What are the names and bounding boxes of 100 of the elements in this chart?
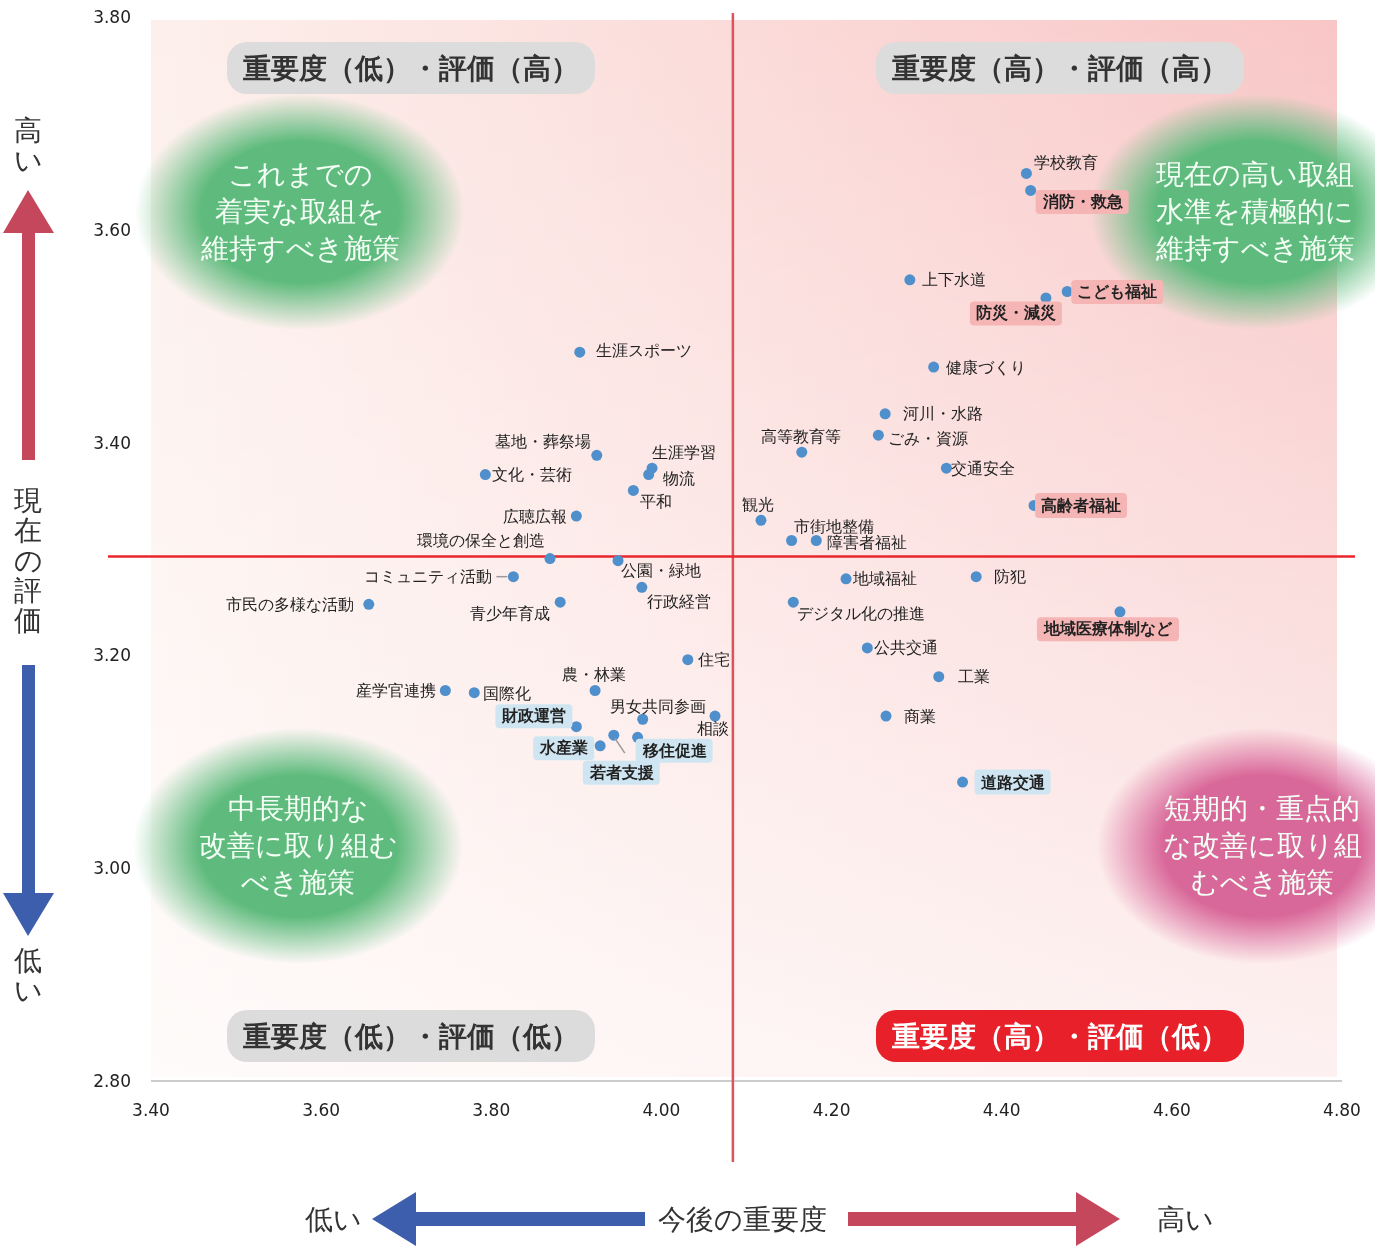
y-tick-label: 3.20	[93, 645, 131, 666]
annotation: 交通安全	[951, 459, 1016, 478]
annotation: 水産業	[539, 739, 589, 758]
annotation: 市民の多様な活動	[225, 595, 354, 614]
annotation: これまでの	[227, 158, 373, 191]
point	[787, 596, 799, 608]
point	[880, 710, 892, 722]
point	[574, 346, 586, 358]
annotation: こども福祉	[1077, 283, 1158, 302]
annotation: 短期的・重点的	[1164, 792, 1360, 825]
point	[570, 721, 582, 733]
point	[1020, 167, 1032, 179]
annotation: 農・林業	[562, 666, 627, 685]
annotation: 青少年育成	[470, 604, 551, 623]
annotation: ごみ・資源	[888, 429, 969, 448]
point	[872, 429, 884, 441]
annotation: 学校教育	[1034, 153, 1099, 172]
annotation: べき施策	[241, 866, 355, 899]
point	[933, 671, 945, 683]
annotation: 国際化	[483, 685, 532, 704]
point	[861, 642, 873, 654]
point	[643, 469, 655, 481]
text: 高い	[1156, 1203, 1214, 1236]
y-tick-label: 3.60	[93, 219, 131, 240]
point	[570, 510, 582, 522]
annotation: コミュニティ活動	[364, 568, 493, 587]
point	[840, 573, 852, 585]
annotation: 観光	[741, 495, 774, 514]
y-tick-label: 3.40	[93, 432, 131, 453]
quadrant-title: 重要度（高）・評価（低）	[876, 1010, 1244, 1062]
annotation: 公共交通	[874, 639, 939, 658]
annotation: 広聴広報	[503, 507, 568, 526]
annotation: 環境の保全と創造	[416, 532, 545, 551]
annotation: 物流	[662, 470, 695, 489]
point	[439, 685, 451, 697]
annotation: 生涯学習	[652, 443, 717, 462]
point	[682, 654, 694, 666]
annotation: 重要度（低）・評価（低）	[242, 1020, 579, 1053]
point	[636, 581, 648, 593]
annotation: 防犯	[994, 568, 1027, 587]
quadrant-title: 重要度（低）・評価（低）	[227, 1010, 595, 1062]
annotation: 維持すべき施策	[199, 232, 400, 265]
annotation: 若者支援	[588, 763, 654, 782]
x-tick-label: 4.00	[642, 1100, 681, 1120]
point	[904, 274, 916, 286]
point	[786, 534, 798, 546]
y-axis-title: 現在の評価	[13, 484, 43, 637]
point	[544, 553, 556, 565]
x-tick-label: 3.60	[302, 1100, 341, 1120]
x-tick-label: 4.40	[982, 1100, 1021, 1120]
annotation: 地域医療体制など	[1042, 620, 1173, 639]
point	[970, 571, 982, 583]
annotation: 文化・芸術	[492, 466, 573, 485]
annotation: 高齢者福祉	[1041, 495, 1122, 515]
annotation: 重要度（高）・評価（低）	[891, 1020, 1228, 1053]
annotation: 財政運営	[501, 707, 567, 726]
point	[554, 596, 566, 608]
annotation: 住宅	[696, 651, 730, 670]
point	[709, 710, 721, 722]
annotation: 墓地・葬祭場	[494, 432, 591, 451]
annotation: 商業	[904, 707, 937, 726]
annotation: 健康づくり	[945, 358, 1026, 377]
point	[940, 462, 952, 474]
point	[1025, 184, 1037, 196]
annotation: 公園・緑地	[621, 562, 702, 581]
annotation: 消防・救急	[1041, 192, 1123, 211]
x-tick-label: 4.80	[1323, 1100, 1361, 1120]
annotation: 河川・水路	[903, 405, 984, 424]
annotation: 地域福祉	[852, 570, 918, 589]
annotation: 着実な取組を	[215, 195, 385, 228]
annotation: 中長期的な	[227, 792, 369, 825]
point	[1114, 606, 1126, 618]
annotation: 平和	[640, 492, 673, 511]
x-tick-label: 4.20	[812, 1100, 851, 1120]
annotation: 移住促進	[641, 741, 707, 760]
point	[507, 571, 519, 583]
annotation: 相談	[697, 719, 730, 738]
annotation: 行政経営	[646, 592, 711, 611]
annotation: 障害者福祉	[827, 533, 908, 552]
point	[796, 446, 808, 458]
point	[957, 776, 969, 788]
annotation: 上下水道	[921, 271, 986, 290]
y-tick-label: 2.80	[93, 1071, 131, 1091]
point	[468, 687, 480, 699]
annotation: むべき施策	[1190, 866, 1334, 899]
quadrant-title: 重要度（高）・評価（高）	[876, 42, 1244, 94]
x-tick-label: 3.80	[472, 1100, 511, 1120]
point	[608, 729, 620, 741]
x-axis-title: 今後の重要度	[657, 1203, 827, 1236]
x-tick-label: 4.60	[1152, 1100, 1191, 1120]
text: 低い	[13, 944, 43, 1007]
annotation: デジタル化の推進	[797, 604, 926, 623]
point	[479, 469, 491, 481]
annotation: 重要度（低）・評価（高）	[242, 52, 579, 85]
annotation: 防災・減災	[975, 304, 1056, 323]
annotation: 工業	[957, 668, 990, 687]
point	[363, 598, 375, 610]
annotation: 男女共同参画	[609, 697, 706, 716]
quadrant-title: 重要度（低）・評価（高）	[227, 42, 595, 94]
point	[589, 685, 601, 697]
